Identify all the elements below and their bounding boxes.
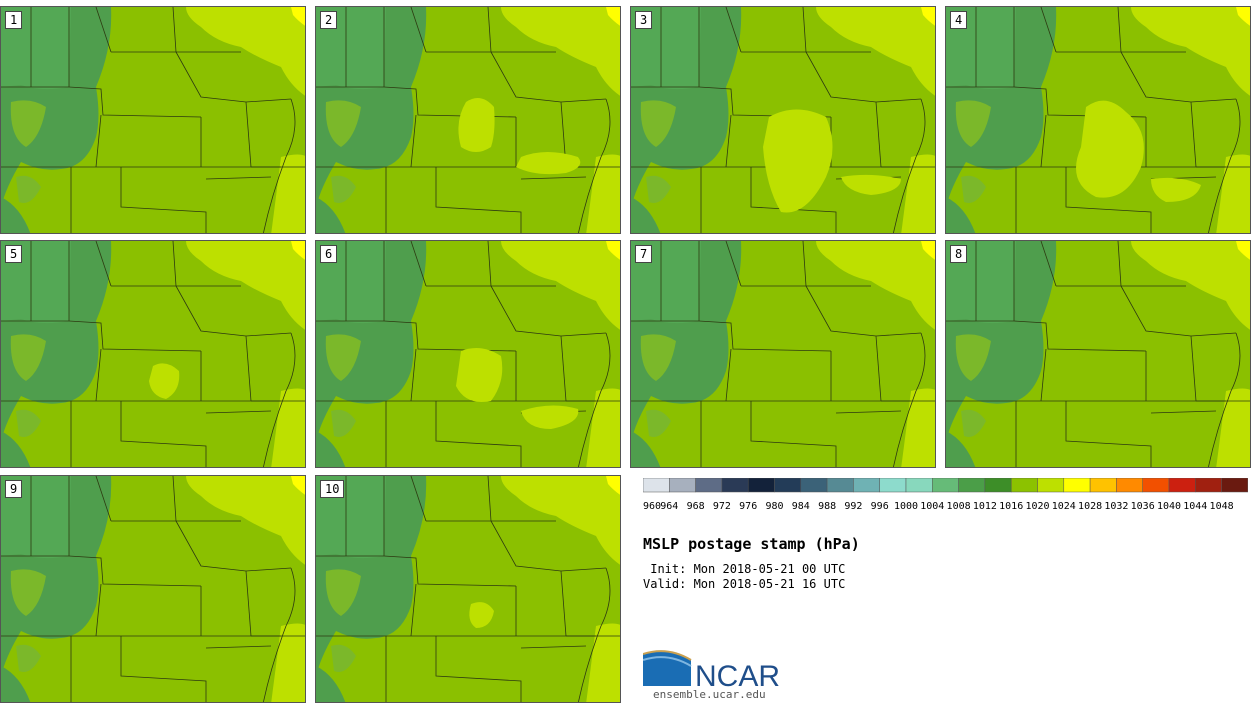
member-number: 7 [635,245,653,263]
pressure-colorbar: 960 964 968 972 976 980 984 988 992 996 1000 1004 10… [643,478,1248,512]
colorbar-swatch [747,478,775,493]
colorbar-tick-label: 964 [660,501,678,512]
colorbar-swatch [958,478,986,493]
stamp-panel-9: 9 [0,475,306,703]
colorbar-tick-label: 992 [844,501,862,512]
member-number: 3 [635,11,653,29]
stamp-panel-1: 1 [0,6,306,234]
colorbar-tick-label: 988 [818,501,836,512]
colorbar-swatch [984,478,1012,493]
colorbar-swatch [643,478,670,493]
stamp-panel-10: 10 [315,475,621,703]
colorbar-tick-label: 1020 [1025,501,1049,512]
colorbar-swatch [1063,478,1091,493]
colorbar-swatch [1221,478,1248,493]
stamp-panel-8: 8 [945,240,1251,468]
colorbar-swatch [1037,478,1065,493]
stamp-panel-7: 7 [630,240,936,468]
stamp-panel-3: 3 [630,6,936,234]
logo-url: ensemble.ucar.edu [653,688,766,701]
member-number: 10 [320,480,345,498]
colorbar-tick-label: 980 [765,501,783,512]
stamp-panel-5: 5 [0,240,306,468]
colorbar-swatch [721,478,749,493]
colorbar-swatch [905,478,933,493]
chart-title: MSLP postage stamp (hPa) [643,535,860,553]
colorbar-tick-label: 976 [739,501,757,512]
colorbar-tick-label: 1028 [1078,501,1102,512]
init-time: Init: Mon 2018-05-21 00 UTC [643,562,846,576]
mslp-map [631,241,935,467]
colorbar-tick-label: 1012 [973,501,997,512]
colorbar-tick-label: 1008 [947,501,971,512]
colorbar-tick-label: 1032 [1104,501,1128,512]
colorbar-swatch [1142,478,1170,493]
colorbar-swatch [695,478,723,493]
colorbar-swatch [1089,478,1117,493]
colorbar-tick-label: 996 [871,501,889,512]
member-number: 4 [950,11,968,29]
colorbar-swatch [669,478,696,493]
mslp-map [1,7,305,233]
mslp-map [1,476,305,702]
mslp-map [316,241,620,467]
colorbar-swatch [1010,478,1038,493]
colorbar-swatch [1116,478,1143,493]
colorbar-swatch [1168,478,1196,493]
ncar-logo: NCAR [642,646,793,694]
mslp-map [316,476,620,702]
mslp-map [631,7,935,233]
stamp-panel-2: 2 [315,6,621,234]
colorbar-swatch [826,478,854,493]
colorbar-tick-label: 1024 [1052,501,1076,512]
colorbar-tick-label: 1048 [1210,501,1234,512]
member-number: 9 [5,480,23,498]
member-number: 6 [320,245,338,263]
colorbar-tick-label: 960 [643,501,661,512]
mslp-map [1,241,305,467]
colorbar-tick-label: 1000 [894,501,918,512]
mslp-map [316,7,620,233]
colorbar-swatch [800,478,828,493]
mslp-map [946,241,1250,467]
colorbar-swatch [853,478,880,493]
colorbar-tick-label: 972 [713,501,731,512]
colorbar-tick-label: 1004 [920,501,944,512]
colorbar-swatch [774,478,802,493]
colorbar-tick-label: 1040 [1157,501,1181,512]
colorbar-tick-label: 1036 [1131,501,1155,512]
valid-time: Valid: Mon 2018-05-21 16 UTC [643,577,846,591]
member-number: 1 [5,11,23,29]
member-number: 8 [950,245,968,263]
colorbar-swatch [932,478,959,493]
mslp-map [946,7,1250,233]
member-number: 2 [320,11,338,29]
colorbar-tick-label: 1044 [1183,501,1207,512]
colorbar-tick-label: 1016 [999,501,1023,512]
stamp-panel-6: 6 [315,240,621,468]
stamp-panel-4: 4 [945,6,1251,234]
member-number: 5 [5,245,23,263]
svg-text:NCAR: NCAR [695,660,780,690]
colorbar-swatch [1195,478,1222,493]
colorbar-tick-label: 968 [687,501,705,512]
colorbar-tick-label: 984 [792,501,810,512]
colorbar-swatch [879,478,907,493]
